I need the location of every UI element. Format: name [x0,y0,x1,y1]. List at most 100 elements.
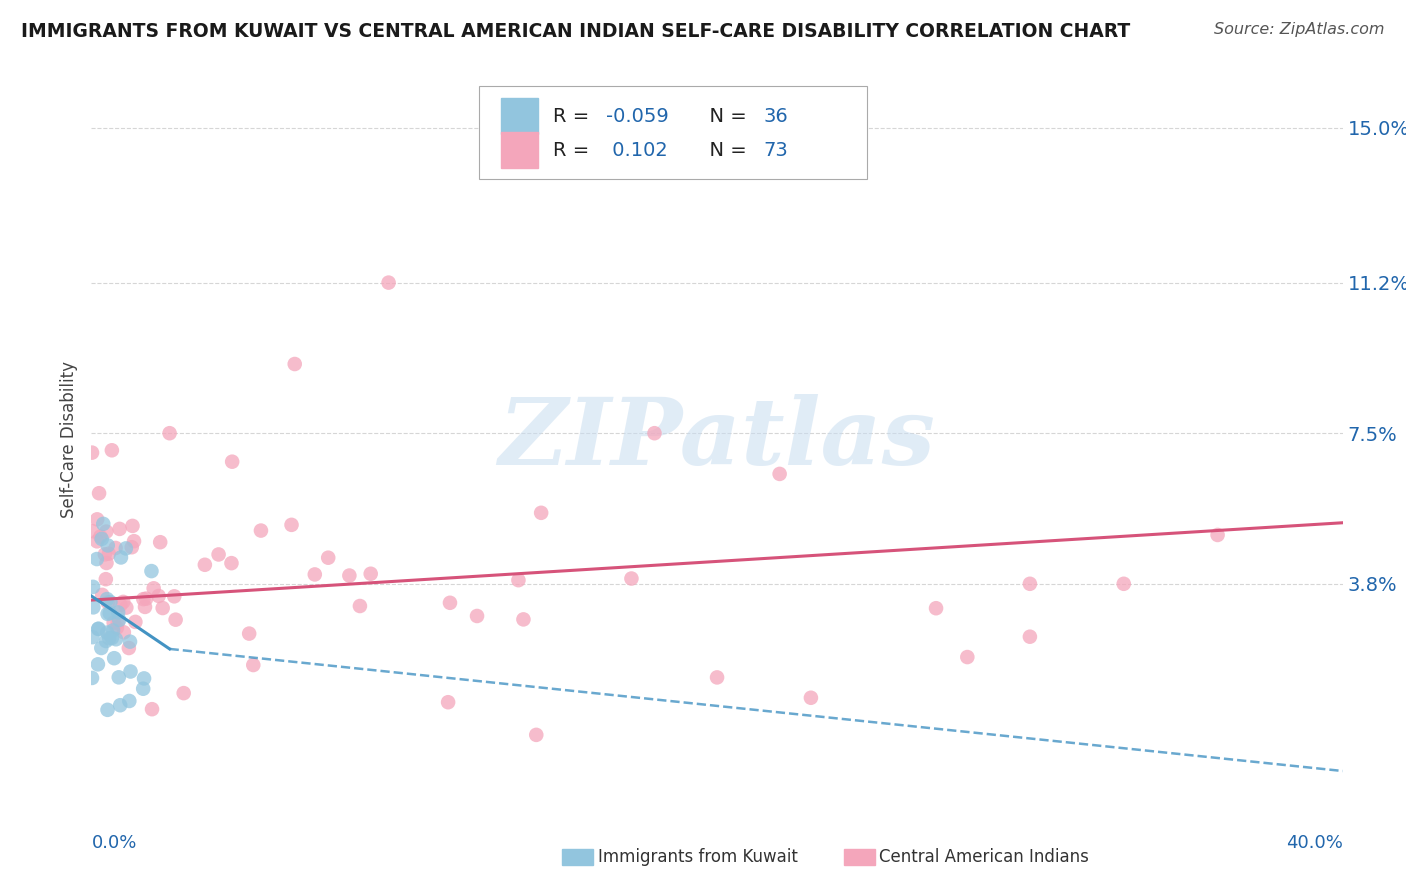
Point [512,612,534,626]
Point [108,613,131,627]
Point [96,556,118,570]
Point [956,650,979,665]
Point [242,658,264,673]
Text: R =: R = [553,141,596,160]
Text: ZIPatlas: ZIPatlas [499,394,935,484]
Point [104,632,127,647]
Point [96,592,118,607]
Text: -0.059: -0.059 [606,106,668,126]
Point [165,613,187,627]
Text: N =: N = [697,106,754,126]
Point [82,580,104,594]
Point [360,566,382,581]
Point [103,651,125,665]
Point [86,512,108,526]
Point [1018,630,1040,644]
Point [100,595,122,609]
Point [97,607,120,621]
Point [110,598,132,612]
Text: 0.0%: 0.0% [91,834,136,852]
Point [115,541,138,556]
Text: Source: ZipAtlas.com: Source: ZipAtlas.com [1215,22,1385,37]
Point [94,547,117,561]
Point [97,595,120,609]
Point [94,634,117,648]
Text: R =: R = [553,106,596,126]
Point [80,445,103,459]
Point [530,506,553,520]
Point [118,694,141,708]
Point [91,516,114,531]
Point [1206,528,1229,542]
Bar [501,132,538,169]
Point [149,535,172,549]
Point [105,621,128,635]
Point [284,357,307,371]
Point [508,573,530,587]
Point [104,541,127,555]
Point [101,631,124,645]
FancyBboxPatch shape [479,86,868,178]
Text: 36: 36 [763,106,789,126]
Point [90,532,112,546]
Point [207,548,229,562]
Point [96,625,118,640]
Point [101,443,124,458]
Point [87,657,110,672]
Point [112,595,135,609]
Point [80,671,103,685]
Y-axis label: Self-Care Disability: Self-Care Disability [60,360,79,518]
Point [163,590,186,604]
Point [152,601,174,615]
Point [87,622,110,636]
Text: 0.102: 0.102 [606,141,668,160]
Point [101,624,124,638]
Point [377,276,399,290]
Point [110,550,132,565]
Point [439,596,461,610]
Point [115,600,138,615]
Point [620,572,643,586]
Point [465,609,488,624]
Point [82,600,104,615]
Point [97,547,120,561]
Bar [501,98,538,134]
Point [94,572,117,586]
Text: Central American Indians: Central American Indians [879,848,1088,866]
Point [107,670,129,684]
Point [108,698,131,713]
Point [173,686,195,700]
Point [800,690,823,705]
Point [148,589,170,603]
Point [87,486,110,500]
Point [103,615,125,630]
Point [134,599,156,614]
Text: Immigrants from Kuwait: Immigrants from Kuwait [598,848,797,866]
Text: IMMIGRANTS FROM KUWAIT VS CENTRAL AMERICAN INDIAN SELF-CARE DISABILITY CORRELATI: IMMIGRANTS FROM KUWAIT VS CENTRAL AMERIC… [21,22,1130,41]
Point [135,591,157,606]
Point [98,606,121,620]
Point [132,672,155,686]
Text: 73: 73 [763,141,789,160]
Point [280,517,302,532]
Point [121,519,143,533]
Text: N =: N = [697,141,754,160]
Point [108,522,131,536]
Point [141,564,163,578]
Point [121,540,143,554]
Point [221,455,243,469]
Point [82,630,104,644]
Point [96,524,118,539]
Point [524,728,547,742]
Point [142,582,165,596]
Point [768,467,790,481]
Point [141,702,163,716]
Point [437,695,460,709]
Point [90,640,112,655]
Point [124,615,146,629]
Point [112,625,135,640]
Point [337,568,360,582]
Point [86,534,108,549]
Point [122,534,145,549]
Point [316,550,339,565]
